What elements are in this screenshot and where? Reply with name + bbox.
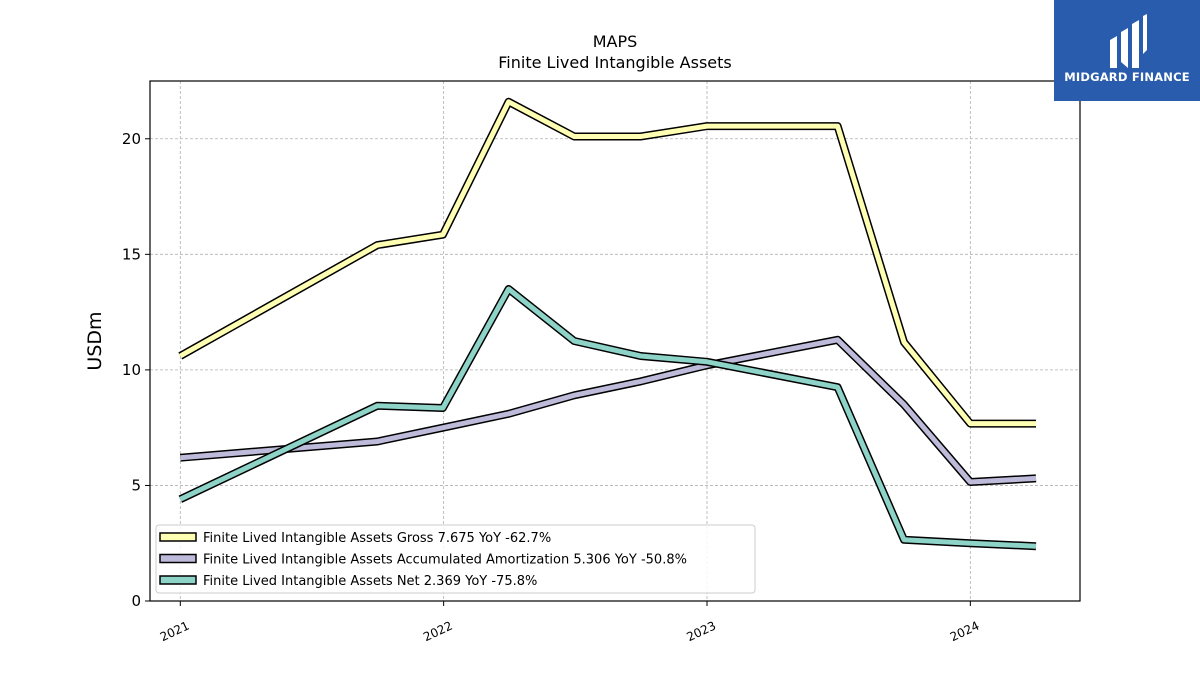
- x-tick-label: 2024: [948, 619, 982, 645]
- x-axis-ticks: 2021 2022 2023 2024: [158, 601, 982, 645]
- legend-label: Finite Lived Intangible Assets Net 2.369…: [203, 574, 537, 589]
- brand-logo: MIDGARD FINANCE: [1054, 0, 1200, 101]
- brand-name: MIDGARD FINANCE: [1064, 70, 1190, 84]
- legend-label: Finite Lived Intangible Assets Gross 7.6…: [203, 531, 551, 546]
- midgard-logo-icon: [1110, 14, 1147, 68]
- chart-title: MAPS: [593, 32, 638, 51]
- y-tick-label: 20: [122, 130, 141, 148]
- y-tick-label: 15: [122, 245, 141, 263]
- grid: [150, 81, 1080, 601]
- legend-frame: [155, 524, 756, 594]
- legend-swatch: [159, 553, 197, 564]
- plot-area-frame: [149, 80, 1081, 602]
- series-lines: [178, 97, 1037, 551]
- chart-subtitle: Finite Lived Intangible Assets: [498, 53, 731, 72]
- series-line-1: [180, 337, 1037, 485]
- y-tick-label: 10: [122, 361, 141, 379]
- y-axis-label: USDm: [84, 311, 106, 370]
- x-tick-label: 2022: [421, 619, 455, 645]
- y-tick-label: 0: [131, 592, 141, 610]
- x-tick-label: 2023: [684, 619, 718, 645]
- legend-label: Finite Lived Intangible Assets Accumulat…: [203, 553, 687, 568]
- legend-swatch: [159, 532, 197, 542]
- x-tick-label: 2021: [158, 619, 192, 645]
- series-line-2: [179, 286, 1037, 549]
- legend: Finite Lived Intangible Assets Gross 7.6…: [155, 524, 756, 594]
- series-outline-2: [178, 285, 1037, 551]
- series-line-0: [179, 99, 1036, 427]
- series-outline-0: [178, 97, 1036, 428]
- y-axis-ticks: 0 5 10 15 20: [122, 130, 150, 610]
- y-tick-label: 5: [131, 476, 141, 494]
- legend-swatch: [159, 575, 197, 585]
